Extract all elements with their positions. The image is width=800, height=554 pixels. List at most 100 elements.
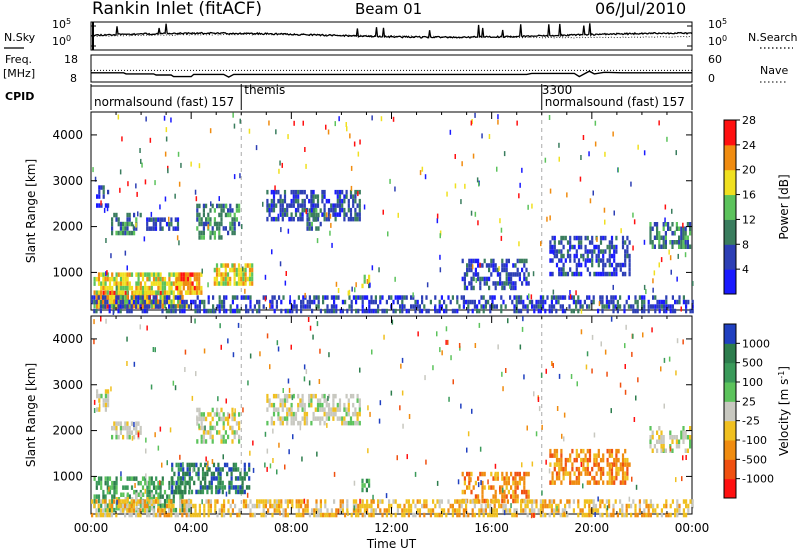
- range-gate-cell: [671, 304, 674, 309]
- range-gate-cell: [171, 467, 174, 472]
- range-gate-cell: [323, 216, 326, 222]
- range-gate-cell: [110, 512, 113, 518]
- range-gate-cell: [513, 304, 516, 309]
- range-gate-cell: [222, 434, 225, 440]
- range-gate-cell: [588, 453, 592, 458]
- range-gate-cell: [488, 276, 491, 282]
- range-gate-cell: [462, 295, 465, 300]
- range-gate-cell: [514, 285, 517, 291]
- range-gate-cell: [203, 503, 206, 509]
- range-gate-cell: [327, 207, 331, 213]
- range-gate-cell: [117, 421, 120, 426]
- range-gate-cell: [279, 198, 282, 204]
- range-gate-cell: [682, 435, 685, 440]
- range-gate-cell: [658, 235, 661, 240]
- range-gate-cell: [474, 258, 477, 264]
- range-gate-cell: [658, 244, 661, 249]
- range-gate-cell: [658, 439, 661, 444]
- range-gate-cell: [272, 411, 276, 417]
- range-gate-cell: [133, 303, 136, 309]
- range-gate-cell: [93, 303, 96, 309]
- range-gate-cell: [660, 439, 663, 444]
- range-gate-cell: [460, 199, 462, 205]
- range-gate-cell: [613, 462, 616, 467]
- range-gate-cell: [425, 295, 428, 300]
- range-gate-cell: [279, 207, 282, 213]
- range-gate-cell: [352, 198, 355, 204]
- range-gate-cell: [621, 475, 625, 481]
- range-gate-cell: [501, 285, 504, 291]
- range-gate-cell: [301, 198, 304, 204]
- range-gate-cell: [510, 272, 513, 277]
- range-gate-cell: [130, 512, 133, 518]
- range-gate-cell: [476, 177, 479, 183]
- range-gate-cell: [336, 194, 339, 199]
- range-gate-cell: [168, 308, 171, 314]
- range-gate-cell: [128, 299, 131, 305]
- range-gate-cell: [577, 299, 580, 305]
- range-gate-cell: [137, 508, 140, 513]
- range-gate-cell: [615, 457, 618, 463]
- range-gate-cell: [456, 512, 459, 518]
- range-gate-cell: [351, 286, 353, 292]
- range-gate-cell: [319, 503, 322, 509]
- range-gate-cell: [130, 430, 133, 435]
- range-gate-cell: [498, 266, 500, 272]
- range-gate-cell: [522, 304, 525, 309]
- range-gate-cell: [141, 499, 144, 504]
- range-gate-cell: [471, 408, 473, 414]
- range-gate-cell: [315, 212, 318, 218]
- range-gate-cell: [322, 512, 325, 518]
- range-gate-cell: [308, 402, 311, 408]
- range-gate-cell: [421, 295, 424, 300]
- range-gate-cell: [303, 420, 306, 426]
- range-gate-cell: [283, 402, 287, 408]
- range-gate-cell: [242, 503, 245, 509]
- range-gate-cell: [604, 249, 607, 254]
- range-gate-cell: [678, 295, 681, 300]
- range-gate-cell: [626, 466, 629, 472]
- noise-left-label: N.Sky: [4, 31, 36, 44]
- range-gate-cell: [410, 508, 413, 513]
- range-gate-cell: [399, 295, 402, 300]
- range-gate-cell: [164, 151, 167, 157]
- range-gate-cell: [686, 448, 689, 453]
- range-gate-cell: [157, 217, 160, 222]
- range-gate-cell: [238, 425, 241, 431]
- range-gate-cell: [248, 462, 251, 468]
- range-gate-cell: [264, 296, 267, 302]
- range-gate-cell: [689, 499, 692, 504]
- range-gate-cell: [308, 226, 311, 231]
- range-gate-cell: [126, 212, 129, 218]
- range-gate-cell: [558, 475, 561, 481]
- range-gate-cell: [602, 249, 605, 254]
- range-gate-cell: [599, 499, 602, 504]
- range-gate-cell: [628, 262, 631, 268]
- range-gate-cell: [229, 425, 232, 431]
- range-gate-cell: [133, 476, 136, 481]
- range-gate-cell: [653, 235, 656, 240]
- range-gate-cell: [599, 471, 603, 476]
- range-gate-cell: [510, 276, 513, 282]
- range-gate-cell: [487, 479, 489, 485]
- range-gate-cell: [562, 466, 565, 472]
- range-gate-cell: [312, 194, 315, 199]
- range-gate-cell: [429, 512, 432, 518]
- range-gate-cell: [308, 212, 311, 218]
- range-gate-cell: [689, 231, 692, 236]
- range-gate-cell: [581, 512, 584, 518]
- range-gate-cell: [491, 499, 494, 504]
- range-gate-cell: [361, 299, 364, 305]
- range-gate-cell: [671, 222, 674, 227]
- range-gate-cell: [275, 216, 278, 222]
- range-gate-cell: [281, 198, 284, 204]
- range-gate-cell: [586, 448, 589, 454]
- range-gate-cell: [542, 295, 545, 300]
- range-gate-cell: [335, 512, 338, 518]
- range-gate-cell: [363, 204, 366, 210]
- range-gate-cell: [102, 398, 105, 403]
- range-gate-cell: [479, 281, 482, 286]
- range-gate-cell: [135, 304, 138, 309]
- range-gate-cell: [616, 299, 619, 305]
- range-gate-cell: [198, 423, 200, 429]
